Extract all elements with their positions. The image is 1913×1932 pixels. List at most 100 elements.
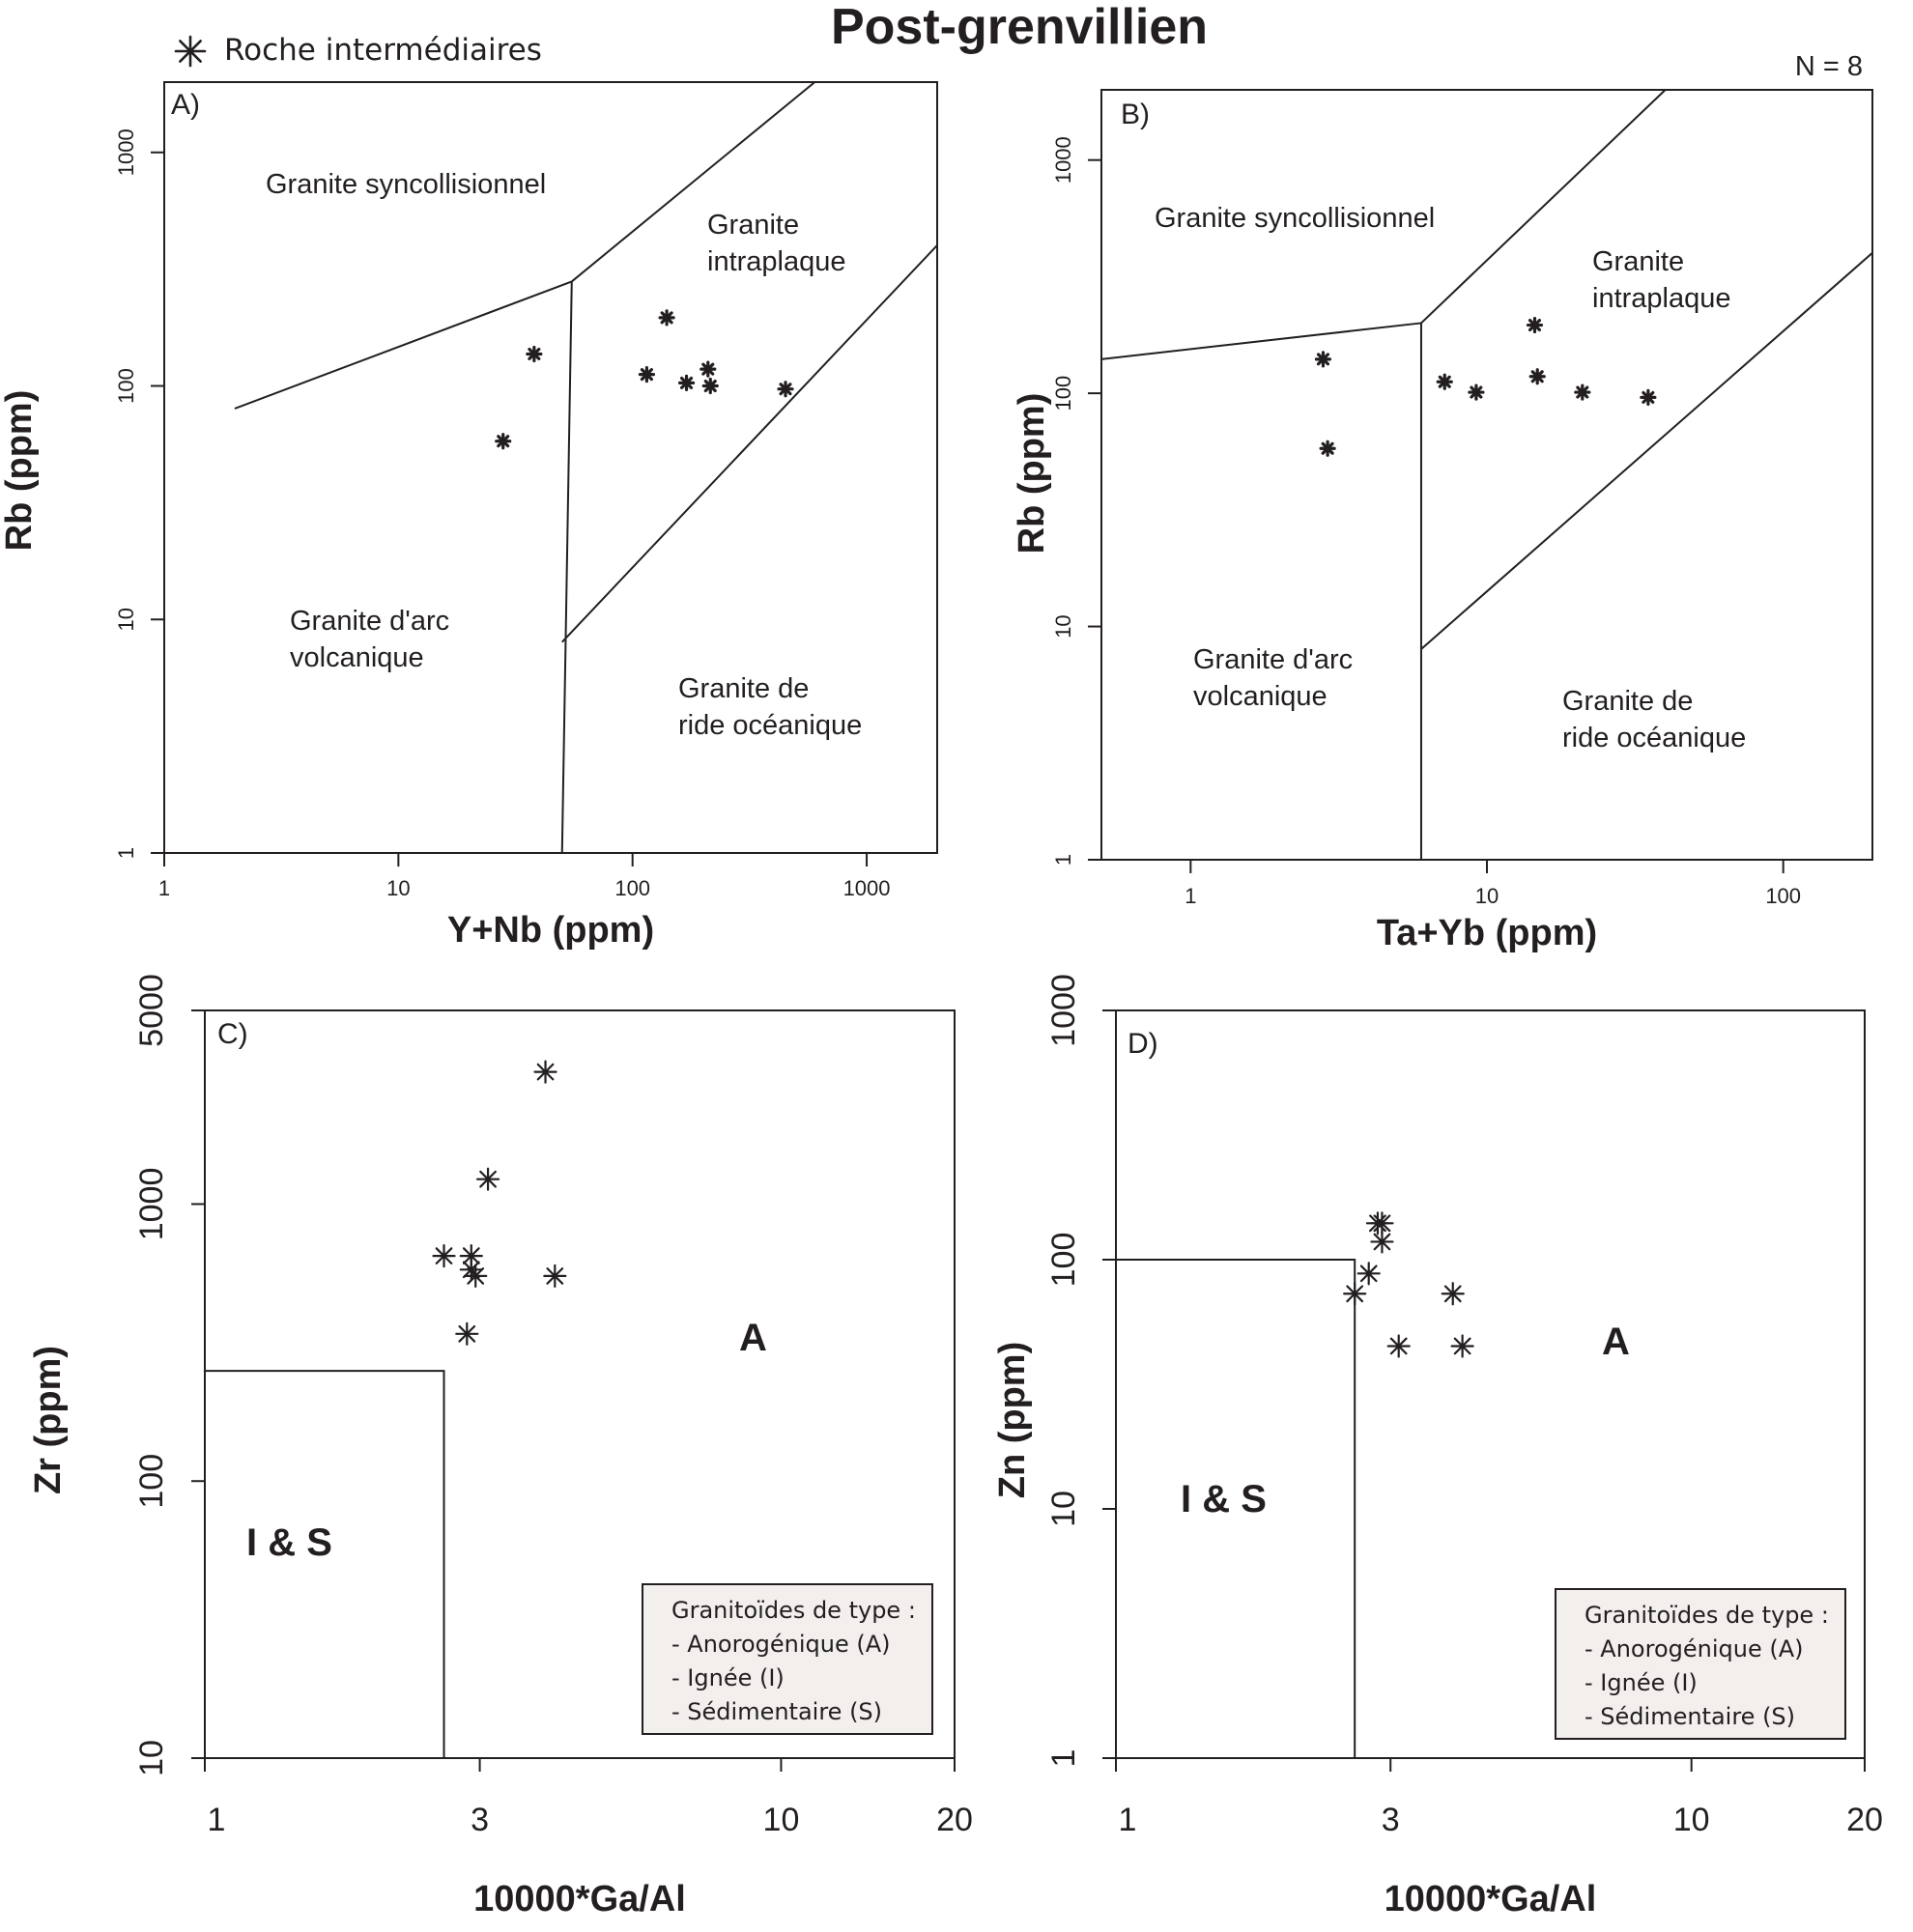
type-legend-item: - Anorogénique (A) [1585, 1635, 1804, 1662]
x-tick-label: 20 [1846, 1802, 1883, 1838]
region-label: A [1602, 1321, 1630, 1363]
marker-stroke [1530, 370, 1544, 384]
region-label: Granite d'arc [290, 606, 449, 637]
field-boundary [1116, 1259, 1356, 1758]
legend-marker [174, 35, 207, 68]
field-boundary [1420, 89, 1667, 325]
marker-stroke [536, 1063, 555, 1081]
data-point [700, 360, 717, 378]
y-tick-label: 1 [114, 847, 138, 859]
panel-label: C) [217, 1018, 248, 1050]
panel-label: D) [1128, 1028, 1158, 1060]
chart-panel-c: 1 3 10 20 10 100 1000 5000 10000*Ga/Al Zr (ppm) C)… [28, 974, 973, 1919]
marker-stroke [640, 368, 653, 382]
legend: Roche intermédiaires [174, 33, 542, 68]
chart-panel-a: 1 10 100 1000 1 10 100 1000 Y+Nb (ppm) Rb (ppm) A)… [0, 81, 938, 951]
data-point [1356, 1262, 1381, 1286]
sample-count: N = 8 [1795, 51, 1863, 82]
marker-stroke [779, 383, 792, 396]
y-axis-label: Zr (ppm) [28, 1346, 69, 1494]
plot-frame [163, 81, 938, 854]
asterisk-icon [174, 35, 207, 68]
field-boundary [561, 244, 938, 643]
region-label: Granite d'arc [1193, 644, 1353, 675]
data-point [1370, 1230, 1394, 1254]
type-legend-item: - Anorogénique (A) [671, 1631, 891, 1658]
region-label: intraplaque [707, 246, 846, 277]
data-point [1370, 1211, 1394, 1236]
data-point [495, 433, 512, 450]
panel-label: A) [171, 89, 200, 121]
marker-stroke [1443, 1285, 1462, 1303]
marker-stroke [528, 347, 541, 361]
marker-stroke [701, 362, 715, 376]
data-point [1526, 316, 1544, 334]
field-boundary [560, 281, 573, 854]
type-legend-item: - Sédimentaire (S) [1585, 1703, 1795, 1730]
marker-stroke [462, 1261, 480, 1279]
chart-panel-d: 1 3 10 20 1 10 100 1000 10000*Ga/Al Zn (ppm) D) I &… [992, 974, 1883, 1919]
x-axis-label: Ta+Yb (ppm) [1377, 913, 1597, 953]
data-point [464, 1264, 488, 1289]
x-tick-label: 10 [1673, 1802, 1710, 1838]
marker-stroke [1389, 1337, 1408, 1355]
data-point [543, 1264, 567, 1289]
marker-stroke [1438, 375, 1451, 388]
data-point [1386, 1334, 1411, 1358]
y-tick-label: 10 [133, 1740, 170, 1776]
x-axis-label: 10000*Ga/Al [473, 1879, 686, 1919]
region-label: volcanique [1193, 681, 1328, 712]
region-label: volcanique [290, 642, 424, 673]
x-tick-label: 1 [1119, 1802, 1137, 1838]
data-point [533, 1060, 557, 1084]
type-legend-item: - Ignée (I) [671, 1664, 785, 1691]
marker-stroke [497, 435, 510, 448]
marker-stroke [1528, 319, 1542, 332]
marker-stroke [458, 1324, 476, 1343]
data-point [475, 1167, 500, 1191]
type-legend-item: - Sédimentaire (S) [671, 1698, 882, 1725]
marker-stroke [1359, 1264, 1378, 1283]
y-tick-label: 100 [133, 1454, 170, 1509]
region-label: I & S [1181, 1478, 1267, 1520]
marker-stroke [703, 379, 717, 393]
chart-panel-b: 1 10 100 1 10 100 1000 Ta+Yb (ppm) Rb (ppm) B) Gra… [1012, 89, 1873, 953]
marker-stroke [1642, 390, 1655, 404]
y-axis-label: Zn (ppm) [992, 1342, 1033, 1499]
type-legend-title: Granitoïdes de type : [671, 1597, 916, 1624]
data-point [1574, 384, 1591, 401]
data-point [1314, 351, 1332, 368]
data-point [1528, 368, 1546, 385]
marker-stroke [546, 1267, 564, 1285]
y-tick-label: 1 [1051, 854, 1075, 866]
y-tick-label: 100 [1051, 376, 1075, 412]
field-boundary [234, 280, 573, 410]
y-tick-label: 10 [1045, 1491, 1082, 1527]
y-tick-label: 10 [1051, 614, 1075, 638]
marker-stroke [1470, 385, 1483, 399]
region-label: intraplaque [1592, 283, 1731, 314]
marker-stroke [1346, 1285, 1364, 1303]
region-label: Granite syncollisionnel [266, 169, 546, 200]
figure-title: Post-grenvillien [831, 0, 1208, 55]
y-tick-label: 5000 [133, 974, 170, 1047]
data-point [526, 345, 543, 363]
data-point [777, 381, 794, 398]
x-tick-label: 10 [1475, 884, 1499, 908]
data-point [1450, 1334, 1474, 1358]
type-legend-item: - Ignée (I) [1585, 1669, 1698, 1696]
data-point [455, 1321, 479, 1346]
y-tick-label: 1000 [133, 1168, 170, 1241]
data-point [459, 1243, 483, 1268]
marker-stroke [479, 1170, 497, 1188]
marker-stroke [467, 1267, 485, 1285]
marker-stroke [660, 311, 673, 325]
y-axis-label: Rb (ppm) [0, 390, 40, 552]
y-tick-label: 100 [1045, 1233, 1082, 1288]
x-tick-label: 1 [158, 876, 170, 900]
type-legend-box [1555, 1588, 1846, 1740]
panel-label: B) [1121, 99, 1150, 130]
data-point [1319, 440, 1336, 457]
data-point [1640, 388, 1657, 407]
data-point [1343, 1282, 1367, 1306]
